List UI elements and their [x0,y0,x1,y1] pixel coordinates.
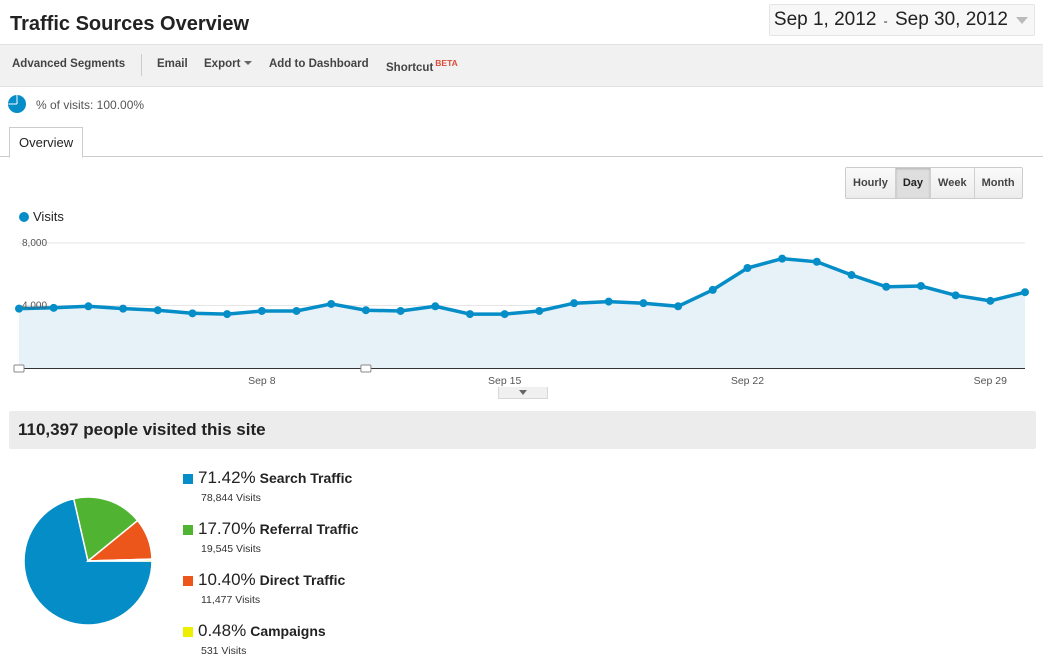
pie-slice-referral-traffic[interactable] [72,496,139,563]
expand-chart-handle[interactable] [498,387,548,399]
email-button[interactable]: Email [157,58,188,70]
data-point-sep-10[interactable] [327,299,336,308]
page-title: Traffic Sources Overview [10,13,250,35]
segment-percentage: % of visits: 100.00% [36,98,145,112]
data-point-sep-11[interactable] [361,306,370,315]
data-point-sep-13[interactable] [431,302,440,311]
annotation-marker-icon[interactable] [360,364,372,373]
data-point-sep-9[interactable] [292,306,301,315]
source-percent: 0.48% [198,621,247,640]
data-point-sep-16[interactable] [535,306,544,315]
month-button[interactable]: Month [973,168,1022,198]
data-point-sep-15[interactable] [500,310,509,319]
source-visits: 78,844 Visits [201,492,261,504]
export-button[interactable]: Export [204,58,253,70]
date-range-picker[interactable]: Sep 1, 2012 - Sep 30, 2012 [768,4,1035,36]
toolbar-divider [141,54,142,76]
visits-line-chart: 4,000 8,000 Sep 8 Sep 15 Sep 22 Sep 29 [13,238,1029,387]
data-point-sep-7[interactable] [223,310,232,319]
source-percent: 10.40% [198,570,256,589]
x-tick-label: Sep 22 [731,375,764,387]
y-tick-label: 8,000 [22,238,47,249]
data-point-sep-25[interactable] [847,271,856,280]
data-point-sep-14[interactable] [465,310,474,319]
source-visits: 19,545 Visits [201,543,261,555]
source-percent: 17.70% [198,519,256,538]
data-point-sep-8[interactable] [257,306,266,315]
date-end: Sep 30, 2012 [894,9,1008,30]
tab-divider [0,156,1043,157]
advanced-segments-button[interactable]: Advanced Segments [12,58,126,70]
pie-slice-campaigns[interactable] [87,558,153,562]
data-point-sep-26[interactable] [882,282,891,291]
segment-pie-icon[interactable] [8,95,26,113]
chevron-down-icon[interactable] [1016,17,1028,24]
visits-legend-label[interactable]: Visits [33,209,64,224]
data-point-sep-19[interactable] [639,299,648,308]
beta-badge: BETA [435,58,458,68]
data-point-sep-22[interactable] [743,264,752,272]
x-tick-label: Sep 8 [248,375,276,387]
data-point-sep-23[interactable] [778,254,787,263]
add-to-dashboard-button[interactable]: Add to Dashboard [269,58,369,70]
source-name: Direct Traffic [259,572,346,588]
data-point-sep-5[interactable] [153,306,162,315]
data-point-sep-2[interactable] [49,303,58,312]
shortcut-label: Shortcut [386,62,434,74]
data-point-sep-18[interactable] [604,297,613,306]
data-point-sep-28[interactable] [951,291,960,300]
source-name: Campaigns [250,623,326,639]
traffic-sources-pie [23,496,153,626]
caret-down-icon [244,61,253,65]
visits-line [18,256,1026,316]
source-percent: 71.42% [198,468,256,487]
day-button[interactable]: Day [894,168,931,198]
data-point-sep-6[interactable] [188,309,197,318]
summary-text: 110,397 people visited this site [18,420,266,439]
report-toolbar: Advanced Segments Email Export Add to Da… [0,44,1043,87]
data-point-sep-30[interactable] [1021,288,1029,297]
source-name: Search Traffic [259,470,353,486]
data-point-sep-24[interactable] [812,257,821,266]
y-tick-label: 4,000 [22,301,47,312]
hourly-button[interactable]: Hourly [846,168,895,198]
date-separator: - [883,14,888,28]
source-name: Referral Traffic [259,521,359,537]
shortcut-button[interactable]: Shortcut BETA [386,58,458,74]
date-start: Sep 1, 2012 [773,9,877,30]
source-visits: 531 Visits [201,645,247,657]
export-label: Export [204,58,241,70]
referral-swatch [183,525,193,535]
x-tick-label: Sep 15 [488,375,521,387]
data-point-sep-17[interactable] [570,299,579,308]
chevron-down-icon [519,390,527,395]
data-point-sep-21[interactable] [708,285,717,294]
summary-band: 110,397 people visited this site [9,411,1036,449]
data-point-sep-20[interactable] [674,302,683,311]
data-point-sep-27[interactable] [916,281,925,290]
week-button[interactable]: Week [930,168,974,198]
tab-overview[interactable]: Overview [9,127,84,158]
visits-legend-dot [19,212,29,222]
data-point-sep-29[interactable] [986,296,995,305]
data-point-sep-12[interactable] [396,306,405,315]
data-point-sep-1[interactable] [15,304,23,313]
granularity-toggle: Hourly Day Week Month [845,167,1023,199]
x-tick-label: Sep 29 [974,375,1007,387]
source-visits: 11,477 Visits [201,594,261,606]
data-point-sep-3[interactable] [84,302,93,311]
annotation-marker-icon[interactable] [13,364,25,373]
search-swatch [183,474,193,484]
direct-swatch [183,576,193,586]
data-point-sep-4[interactable] [119,304,128,313]
campaigns-swatch [183,627,193,637]
